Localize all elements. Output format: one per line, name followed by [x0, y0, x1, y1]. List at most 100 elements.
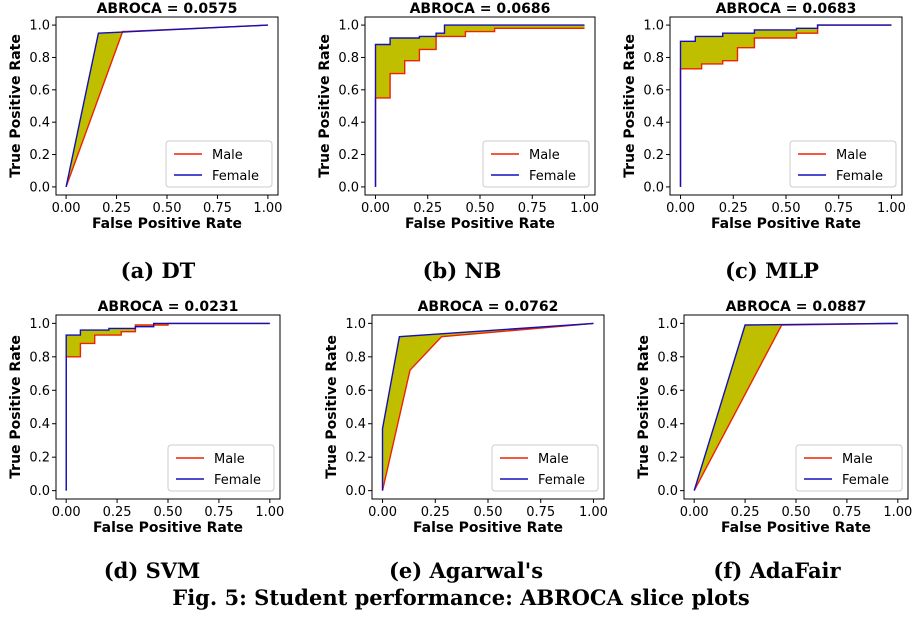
chart-panel: 0.00 0.25 0.50 0.75 1.00 0.0 0.2 0.4 0.6 0.8 1.0 AB…	[324, 299, 608, 583]
series-line-male	[381, 322, 594, 491]
series-line-female	[679, 24, 892, 187]
y-tick-label: 0.6	[345, 384, 366, 399]
x-tick-label: 0.75	[526, 505, 555, 520]
y-tick-label: 0.0	[29, 484, 50, 499]
x-tick-label: 0.75	[824, 201, 853, 216]
legend-label-male: Male	[842, 452, 873, 467]
x-tick-label: 0.25	[102, 201, 131, 216]
series-line-female	[374, 24, 585, 187]
legend-label-female: Female	[214, 473, 261, 488]
x-tick-label: 0.50	[153, 201, 182, 216]
legend-label-female: Female	[538, 473, 585, 488]
subfigure-caption: (c) MLP	[725, 258, 819, 283]
x-tick-label: 0.75	[832, 505, 861, 520]
legend-label-female: Female	[842, 473, 889, 488]
abroca-slice-area	[375, 25, 585, 187]
x-tick-label: 1.00	[883, 505, 912, 520]
x-axis-label: False Positive Rate	[721, 520, 871, 536]
y-tick-label: 0.0	[29, 180, 50, 195]
y-tick-label: 0.4	[345, 417, 366, 432]
series-line-male	[65, 322, 270, 491]
series-line-male	[374, 27, 585, 187]
y-tick-label: 0.2	[29, 451, 50, 466]
y-tick-label: 1.0	[29, 19, 50, 34]
chart-panel: 0.00 0.25 0.50 0.75 1.00 0.0 0.2 0.4 0.6 0.8 1.0 AB…	[317, 1, 599, 283]
y-tick-label: 0.0	[338, 180, 359, 195]
subfigure-caption: (f) AdaFair	[713, 558, 841, 583]
y-tick-label: 0.2	[345, 451, 366, 466]
legend: Male Female	[491, 444, 599, 492]
series-line-female	[381, 322, 594, 491]
subfigure-caption: (e) Agarwal's	[389, 558, 543, 583]
x-tick-label: 0.75	[203, 201, 232, 216]
y-tick-label: 0.6	[29, 83, 50, 98]
x-tick-label: 0.00	[368, 505, 397, 520]
y-tick-label: 0.6	[338, 83, 359, 98]
x-axis-label: False Positive Rate	[413, 520, 563, 536]
y-tick-label: 0.4	[643, 116, 664, 131]
legend: Male Female	[482, 140, 590, 188]
x-tick-label: 1.00	[570, 201, 599, 216]
legend-label-male: Male	[212, 148, 243, 163]
x-tick-label: 0.00	[666, 201, 695, 216]
x-tick-label: 0.00	[680, 505, 709, 520]
y-tick-label: 0.0	[345, 484, 366, 499]
y-tick-label: 0.4	[29, 116, 50, 131]
abroca-slice-area	[694, 323, 898, 491]
chart-title: ABROCA = 0.0231	[98, 299, 239, 315]
y-tick-label: 0.2	[338, 148, 359, 163]
abroca-slice-area	[66, 323, 270, 491]
legend-label-male: Male	[836, 148, 867, 163]
legend: Male Female	[167, 444, 275, 492]
y-tick-label: 1.0	[29, 317, 50, 332]
y-axis-label: True Positive Rate	[324, 335, 340, 479]
x-axis-label: False Positive Rate	[92, 216, 242, 232]
abroca-slice-area	[382, 323, 594, 491]
chart-panel: 0.00 0.25 0.50 0.75 1.00 0.0 0.2 0.4 0.6 0.8 1.0 AB…	[636, 299, 912, 583]
y-tick-label: 1.0	[338, 19, 359, 34]
x-tick-label: 0.75	[204, 505, 233, 520]
y-tick-label: 0.8	[29, 350, 50, 365]
y-tick-label: 0.2	[643, 148, 664, 163]
chart-title: ABROCA = 0.0887	[726, 299, 867, 315]
y-tick-label: 0.2	[657, 451, 678, 466]
y-axis-label: True Positive Rate	[8, 34, 24, 178]
x-tick-label: 0.00	[52, 201, 81, 216]
series-line-female	[693, 322, 898, 491]
x-axis-label: False Positive Rate	[93, 520, 243, 536]
legend-label-female: Female	[836, 169, 883, 184]
y-tick-label: 0.6	[657, 384, 678, 399]
x-tick-label: 0.50	[154, 505, 183, 520]
subfigure-caption: (a) DT	[121, 258, 196, 283]
chart-title: ABROCA = 0.0686	[410, 1, 551, 17]
series-line-female	[65, 24, 268, 188]
y-tick-label: 0.4	[29, 417, 50, 432]
series-line-male	[679, 24, 892, 187]
chart-panel: 0.00 0.25 0.50 0.75 1.00 0.0 0.2 0.4 0.6 0.8 1.0 AB…	[8, 1, 282, 283]
chart-panel: 0.00 0.25 0.50 0.75 1.00 0.0 0.2 0.4 0.6 0.8 1.0 AB…	[622, 1, 906, 283]
x-axis-label: False Positive Rate	[711, 216, 861, 232]
chart-title: ABROCA = 0.0575	[97, 1, 238, 17]
x-tick-label: 1.00	[579, 505, 608, 520]
x-tick-label: 0.50	[466, 201, 495, 216]
y-tick-label: 0.4	[657, 417, 678, 432]
panels-group: 0.00 0.25 0.50 0.75 1.00 0.0 0.2 0.4 0.6 0.8 1.0 AB…	[8, 1, 912, 583]
y-tick-label: 1.0	[657, 317, 678, 332]
series-line-female	[65, 322, 270, 491]
y-axis-label: True Positive Rate	[317, 34, 333, 178]
subfigure-caption: (d) SVM	[104, 558, 201, 583]
y-tick-label: 0.8	[338, 51, 359, 66]
legend: Male Female	[789, 140, 897, 188]
y-tick-label: 0.6	[643, 83, 664, 98]
x-tick-label: 0.25	[421, 505, 450, 520]
y-tick-label: 0.4	[338, 116, 359, 131]
x-tick-label: 0.25	[719, 201, 748, 216]
subfigure-caption: (b) NB	[423, 258, 502, 283]
legend-label-male: Male	[538, 452, 569, 467]
x-tick-label: 0.00	[361, 201, 390, 216]
y-tick-label: 0.6	[29, 384, 50, 399]
x-tick-label: 0.50	[782, 505, 811, 520]
y-tick-label: 0.0	[643, 180, 664, 195]
x-tick-label: 0.25	[103, 505, 132, 520]
